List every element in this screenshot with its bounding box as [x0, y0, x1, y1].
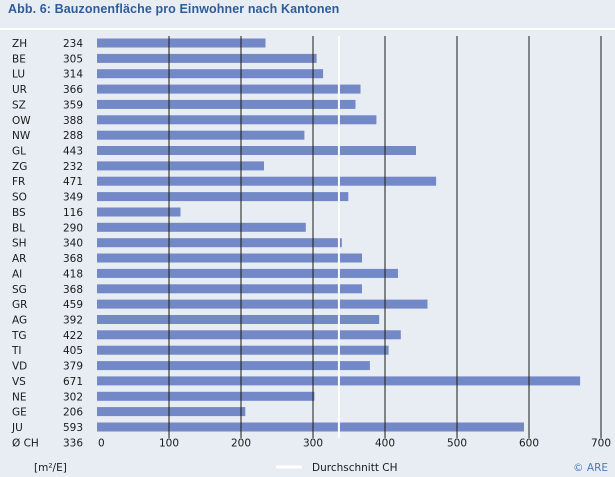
bar-sh	[97, 238, 342, 248]
value-label-tg: 422	[63, 330, 83, 342]
category-label-sh: SH	[12, 238, 27, 250]
category-label-zh: ZH	[12, 38, 27, 50]
bar-so	[97, 192, 349, 202]
category-label-be: BE	[12, 53, 26, 65]
bar-gr	[97, 299, 428, 309]
category-label-ne: NE	[12, 391, 27, 403]
value-label-be: 305	[63, 53, 83, 65]
value-label-zh: 234	[63, 38, 83, 50]
unit-label: [m²/E]	[34, 462, 67, 474]
value-label-so: 349	[63, 192, 83, 204]
x-tick-600: 600	[519, 437, 539, 449]
bar-gl	[97, 146, 416, 155]
category-label-ar: AR	[12, 253, 26, 265]
x-tick-400: 400	[375, 437, 395, 449]
value-label-vd: 379	[63, 361, 83, 373]
x-tick-100: 100	[159, 437, 179, 449]
value-label-ar: 368	[63, 253, 83, 265]
x-tick-300: 300	[303, 437, 323, 449]
category-label-ai: AI	[12, 268, 22, 280]
bar-ne	[97, 391, 315, 401]
value-label-ju: 593	[63, 422, 83, 434]
category-label-so: SO	[12, 192, 27, 204]
category-label-ti: TI	[11, 345, 22, 357]
value-label-ge: 206	[63, 407, 83, 419]
legend-label-average: Durchschnitt CH	[312, 462, 398, 474]
category-label-ag: AG	[12, 315, 27, 327]
bar-sg	[97, 284, 362, 294]
average-value: 336	[63, 437, 83, 449]
value-label-bs: 116	[63, 207, 83, 219]
value-label-nw: 288	[63, 130, 83, 142]
category-label-sg: SG	[12, 284, 27, 296]
chart-title: Abb. 6: Bauzonenfläche pro Einwohner nac…	[8, 2, 340, 16]
bar-ag	[97, 315, 380, 324]
bar-sz	[97, 99, 356, 109]
category-label-sz: SZ	[12, 99, 26, 111]
category-label-gr: GR	[12, 299, 27, 311]
category-label-vd: VD	[12, 361, 27, 373]
category-label-ge: GE	[12, 407, 27, 419]
average-label: Ø CH	[12, 437, 39, 449]
bar-bl	[97, 222, 306, 232]
bar-vd	[97, 361, 370, 371]
bar-ju	[97, 422, 524, 432]
category-label-lu: LU	[12, 69, 25, 81]
value-label-vs: 671	[63, 376, 83, 388]
bar-ti	[97, 345, 389, 355]
value-label-sz: 359	[63, 99, 83, 111]
category-label-tg: TG	[11, 330, 27, 342]
category-label-ow: OW	[12, 115, 31, 127]
value-label-fr: 471	[63, 176, 83, 188]
category-label-nw: NW	[12, 130, 31, 142]
value-label-gr: 459	[63, 299, 83, 311]
category-label-fr: FR	[12, 176, 25, 188]
credit-label: © ARE	[573, 462, 608, 474]
value-label-ag: 392	[63, 315, 83, 327]
value-label-bl: 290	[63, 222, 83, 234]
bar-zg	[97, 161, 264, 171]
value-label-lu: 314	[63, 69, 83, 81]
bar-ai	[97, 268, 398, 278]
value-label-gl: 443	[63, 146, 83, 158]
x-tick-200: 200	[231, 437, 251, 449]
bar-ge	[97, 407, 246, 417]
value-label-sh: 340	[63, 238, 83, 250]
value-label-ur: 366	[63, 84, 83, 96]
value-label-ti: 405	[63, 345, 83, 357]
value-label-ne: 302	[63, 391, 83, 403]
bar-ur	[97, 84, 361, 94]
x-tick-700: 700	[591, 437, 611, 449]
category-label-ju: JU	[11, 422, 23, 434]
value-label-ai: 418	[63, 268, 83, 280]
category-label-vs: VS	[12, 376, 26, 388]
bar-ow	[97, 115, 377, 125]
bar-fr	[97, 176, 437, 186]
bar-zh	[97, 38, 266, 48]
category-label-bl: BL	[12, 222, 25, 234]
bar-ar	[97, 253, 362, 263]
category-label-bs: BS	[12, 207, 26, 219]
title-divider	[0, 28, 615, 30]
bar-nw	[97, 130, 305, 140]
bar-lu	[97, 69, 324, 79]
value-label-ow: 388	[63, 115, 83, 127]
bar-be	[97, 53, 317, 63]
value-label-zg: 232	[63, 161, 83, 173]
category-label-ur: UR	[12, 84, 27, 96]
bar-tg	[97, 330, 401, 340]
category-label-zg: ZG	[12, 161, 27, 173]
value-label-sg: 368	[63, 284, 83, 296]
x-tick-500: 500	[447, 437, 467, 449]
category-label-gl: GL	[12, 146, 26, 158]
x-tick-0: 0	[98, 437, 105, 449]
bar-bs	[97, 207, 181, 217]
